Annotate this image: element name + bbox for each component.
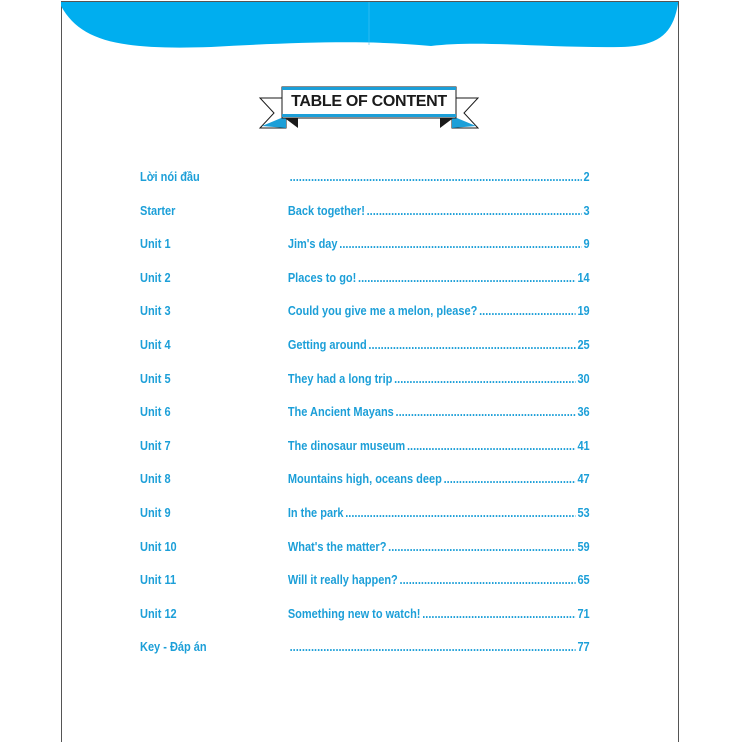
toc-entry[interactable]: Unit 6 The Ancient Mayans 36 — [140, 403, 590, 421]
header-wave-decoration — [61, 2, 678, 48]
toc-entry[interactable]: Unit 4 Getting around 25 — [140, 336, 590, 354]
entry-title: The dinosaur museum — [287, 438, 406, 453]
entry-label: Unit 4 — [140, 338, 171, 352]
toc-entry[interactable]: Unit 12 Something new to watch! 71 — [140, 605, 590, 623]
entry-title: Places to go! — [287, 270, 357, 285]
entry-label: Unit 2 — [140, 270, 171, 285]
entry-label: Unit 1 — [140, 237, 171, 252]
dot-leader — [290, 640, 576, 654]
toc-entry[interactable]: Starter Back together! 3 — [140, 202, 590, 220]
entry-page-number: 71 — [577, 606, 590, 621]
entry-label: Unit 6 — [140, 405, 171, 420]
entry-label: Starter — [140, 203, 176, 218]
entry-page-number: 9 — [583, 237, 590, 252]
entry-page-number: 14 — [577, 270, 590, 285]
toc-entry[interactable]: Unit 10 What's the matter? 59 — [140, 538, 590, 556]
dot-leader — [407, 439, 576, 453]
entry-page-number: 77 — [577, 640, 590, 655]
entry-label: Unit 3 — [140, 304, 171, 319]
dot-leader — [290, 170, 582, 184]
entry-label: Lời nói đầu — [140, 170, 200, 184]
dot-leader — [394, 372, 576, 386]
entry-page-number: 30 — [577, 371, 590, 386]
entry-title: Getting around — [287, 338, 367, 352]
entry-title: Mountains high, oceans deep — [287, 472, 442, 487]
dot-leader — [396, 405, 576, 419]
entry-page-number: 2 — [583, 170, 590, 184]
entry-title: Back together! — [287, 203, 365, 218]
entry-title: What's the matter? — [287, 539, 387, 554]
dot-leader — [345, 506, 575, 520]
entry-page-number: 19 — [577, 304, 590, 319]
entry-label: Unit 10 — [140, 539, 177, 554]
entry-page-number: 65 — [577, 573, 590, 588]
toc-entry[interactable]: Unit 11 Will it really happen? 65 — [140, 571, 590, 589]
dot-leader — [422, 607, 575, 621]
toc-entry[interactable]: Unit 5 They had a long trip 30 — [140, 370, 590, 388]
toc-entry[interactable]: Unit 3 Could you give me a melon, please?… — [140, 302, 590, 320]
entry-page-number: 53 — [577, 506, 590, 520]
entry-title: Could you give me a melon, please? — [287, 304, 478, 319]
entry-label: Unit 8 — [140, 472, 171, 487]
entry-label: Unit 12 — [140, 606, 177, 621]
toc-entry[interactable]: Key - Đáp án 77 — [140, 638, 590, 656]
entry-label: Unit 5 — [140, 371, 171, 386]
dot-leader — [479, 304, 576, 318]
entry-title: They had a long trip — [287, 371, 393, 386]
page-title: TABLE OF CONTENT — [291, 93, 447, 110]
entry-label: Unit 9 — [140, 506, 171, 520]
entry-title: Jim's day — [287, 237, 338, 252]
toc-entry[interactable]: Unit 1 Jim's day 9 — [140, 235, 590, 253]
title-ribbon — [258, 86, 480, 129]
dot-leader — [388, 540, 576, 554]
entry-title: The Ancient Mayans — [287, 405, 394, 420]
entry-label: Unit 7 — [140, 438, 171, 453]
entry-page-number: 41 — [577, 438, 590, 453]
entry-label: Unit 11 — [140, 573, 177, 588]
page — [61, 1, 679, 742]
toc-entry[interactable]: Lời nói đầu 2 — [140, 168, 590, 186]
entry-title: Something new to watch! — [287, 606, 421, 621]
dot-leader — [358, 271, 576, 285]
entry-page-number: 25 — [577, 338, 590, 352]
entry-title: Will it really happen? — [287, 573, 398, 588]
entry-page-number: 47 — [577, 472, 590, 487]
dot-leader — [444, 472, 576, 486]
entry-title: In the park — [287, 506, 344, 520]
dot-leader — [367, 204, 582, 218]
dot-leader — [400, 573, 576, 587]
toc-entry[interactable]: Unit 8 Mountains high, oceans deep 47 — [140, 470, 590, 488]
entry-page-number: 59 — [577, 539, 590, 554]
entry-label: Key - Đáp án — [140, 640, 207, 655]
toc-entry[interactable]: Unit 7 The dinosaur museum 41 — [140, 437, 590, 455]
dot-leader — [339, 237, 581, 251]
toc-entry[interactable]: Unit 9 In the park 53 — [140, 504, 590, 522]
dot-leader — [368, 338, 575, 352]
entry-page-number: 3 — [583, 203, 590, 218]
entry-page-number: 36 — [577, 405, 590, 420]
toc-entry[interactable]: Unit 2 Places to go! 14 — [140, 269, 590, 287]
